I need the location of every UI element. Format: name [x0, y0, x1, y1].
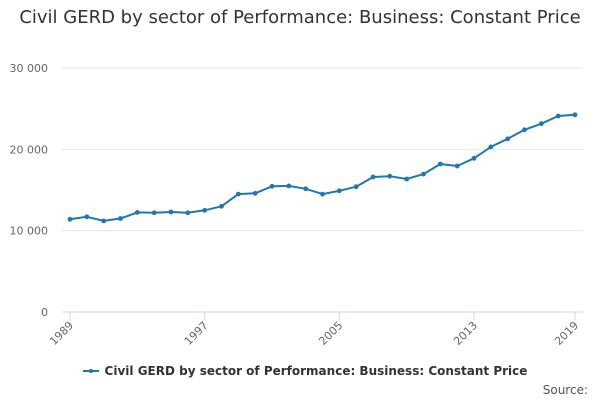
legend-line-icon [82, 366, 99, 376]
x-tick-label: 2019 [552, 319, 581, 348]
data-point [286, 183, 292, 189]
axis-layer [62, 311, 583, 320]
data-point [252, 190, 258, 196]
data-point [421, 171, 426, 177]
data-point [336, 188, 342, 194]
data-point [168, 209, 174, 215]
legend-item-business[interactable]: Civil GERD by sector of Performance: Bus… [73, 364, 528, 378]
data-point [437, 161, 443, 167]
grid-layer [62, 67, 583, 232]
y-tick-label: 10 000 [10, 225, 49, 238]
data-point [303, 186, 309, 192]
data-point [505, 136, 511, 142]
x-tick-label: 2013 [451, 319, 480, 348]
y-tick-label: 0 [41, 306, 48, 319]
series-line [69, 113, 576, 222]
data-point [151, 210, 157, 216]
legend-label: Civil GERD by sector of Performance: Bus… [104, 364, 528, 378]
x-tick-label: 1989 [47, 319, 76, 348]
data-point [235, 191, 241, 197]
data-point [471, 155, 477, 161]
data-point [555, 113, 561, 119]
data-point [134, 210, 140, 215]
data-point [387, 173, 393, 179]
data-point [488, 144, 494, 150]
data-point [353, 184, 359, 190]
data-point [522, 127, 527, 133]
y-tick-label: 30 000 [10, 62, 49, 75]
legend-marker [88, 369, 93, 373]
data-point [269, 183, 275, 189]
legend: Civil GERD by sector of Performance: Bus… [0, 364, 600, 379]
label-layer: 0 10 000 20 000 30 000 1989 1997 2005 2013 2019 [10, 62, 582, 348]
data-point [202, 207, 208, 213]
source-label: Source: [542, 383, 588, 397]
data-point [370, 174, 376, 180]
data-point [454, 163, 460, 169]
data-point [572, 112, 578, 118]
x-tick-label: 1997 [182, 319, 211, 348]
data-point [118, 216, 123, 221]
data-point [67, 216, 73, 222]
data-point [404, 176, 410, 182]
data-point [101, 218, 107, 224]
data-point [320, 191, 325, 197]
chart-title: Civil GERD by sector of Performance: Bus… [19, 7, 581, 28]
data-point [84, 214, 90, 220]
data-point [538, 121, 544, 127]
x-tick-label: 2005 [316, 319, 345, 348]
series-layer [67, 112, 578, 224]
data-point [185, 210, 191, 216]
y-tick-label: 20 000 [10, 143, 49, 156]
data-point [219, 203, 224, 209]
